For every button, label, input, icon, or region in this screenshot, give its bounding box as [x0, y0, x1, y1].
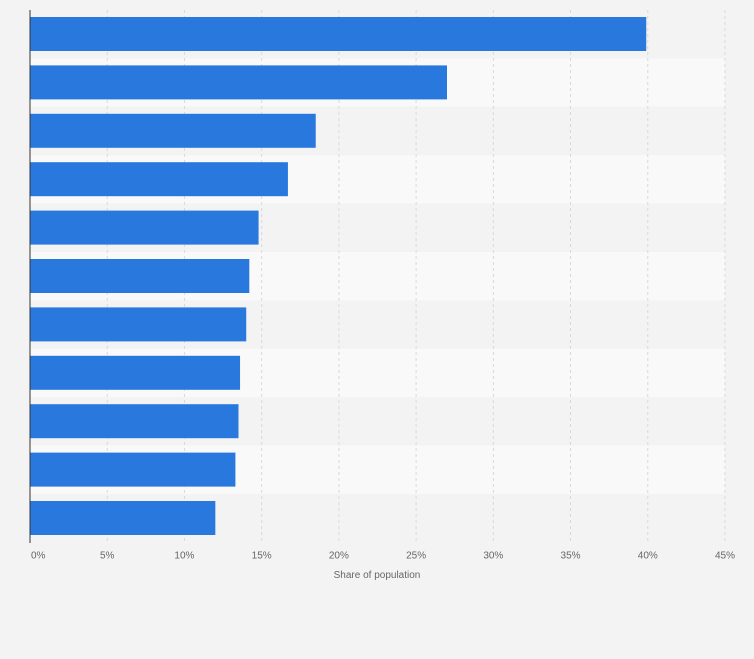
x-axis-title: Share of population — [334, 570, 421, 581]
bar[interactable] — [30, 210, 259, 245]
x-tick-label: 25% — [406, 550, 426, 561]
bar[interactable] — [30, 113, 316, 148]
x-tick-label: 35% — [561, 550, 581, 561]
bar[interactable] — [30, 355, 241, 390]
x-tick-label: 10% — [174, 550, 194, 561]
x-tick-label: 45% — [715, 550, 735, 561]
bar[interactable] — [30, 259, 250, 293]
x-tick-label: 5% — [100, 550, 115, 561]
bar[interactable] — [30, 65, 447, 100]
x-tick-label: 40% — [638, 550, 658, 561]
bar[interactable] — [30, 501, 216, 535]
bar[interactable] — [30, 404, 239, 439]
bar[interactable] — [30, 162, 288, 197]
x-tick-label: 30% — [483, 550, 503, 561]
bar[interactable] — [30, 452, 236, 487]
bar[interactable] — [30, 17, 647, 51]
x-tick-labels: 0% 5% 10% 15% 20% 25% 30% 35% 40% 45% — [31, 550, 735, 561]
x-tick-label: 15% — [252, 550, 272, 561]
bar[interactable] — [30, 307, 247, 342]
x-tick-label: 0% — [31, 550, 46, 561]
x-tick-label: 20% — [329, 550, 349, 561]
bars — [30, 17, 647, 535]
